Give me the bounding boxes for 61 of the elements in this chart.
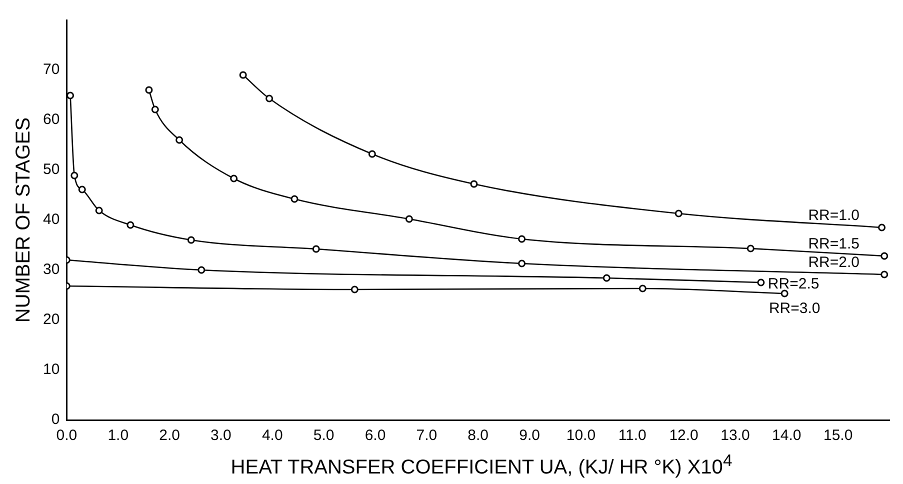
point	[70, 172, 78, 180]
x-tick-label: 4.0	[262, 427, 283, 444]
y-tick-label: 20	[42, 311, 60, 328]
x-tick-label: 8.0	[468, 427, 489, 444]
series-label: RR=1.5	[808, 236, 860, 253]
y-tick-label: 30	[42, 261, 60, 278]
point	[176, 136, 184, 144]
point	[266, 94, 274, 102]
x-tick-label: 6.0	[364, 427, 386, 444]
point	[126, 221, 134, 229]
point	[66, 92, 74, 100]
point	[368, 150, 376, 158]
point	[470, 180, 478, 188]
x-tick-label: 10.0	[566, 427, 596, 444]
point	[187, 236, 195, 244]
point	[350, 286, 358, 294]
x-tick-label: 14.0	[772, 427, 802, 444]
point	[78, 186, 86, 194]
point	[602, 274, 610, 282]
x-tick-label: 12.0	[669, 427, 698, 444]
point	[757, 278, 765, 286]
point	[674, 210, 682, 218]
point	[880, 270, 888, 278]
point	[518, 260, 526, 268]
point	[198, 266, 206, 274]
x-tick-label: 1.0	[108, 427, 129, 444]
y-tick-label: 10	[42, 361, 60, 378]
y-tick-label: 70	[42, 61, 60, 78]
point	[878, 224, 886, 232]
x-tick-label: 9.0	[519, 427, 540, 444]
point	[880, 252, 888, 260]
point	[312, 245, 320, 253]
point	[518, 235, 526, 243]
series-label: RR=2.0	[808, 254, 860, 272]
point	[746, 244, 754, 252]
point	[290, 195, 298, 203]
y-tick-label: 0	[51, 411, 60, 428]
point	[405, 215, 413, 223]
x-tick-label: 15.0	[823, 427, 853, 444]
point	[780, 290, 788, 298]
x-tick-label: 11.0	[618, 427, 646, 444]
x-axis-title: HEAT TRANSFER COEFFICIENT UA, (KJ/ HR °K) X10$^{4}$	[230, 450, 734, 481]
series-label: RR=3.0	[768, 300, 820, 318]
series-label: RR=1.0	[808, 207, 860, 224]
x-tick-label: 13.0	[720, 427, 750, 444]
x-tick-label: 2.0	[159, 427, 180, 444]
x-tick-label: 5.0	[313, 427, 334, 444]
y-tick-label: 50	[42, 161, 60, 178]
y-tick-label: 40	[42, 211, 60, 228]
point	[151, 106, 159, 114]
point	[230, 174, 238, 182]
series-label: RR=2.5	[768, 276, 820, 293]
x-tick-label: 0.0	[56, 427, 78, 444]
point	[145, 86, 153, 94]
y-tick-label: 60	[42, 111, 60, 128]
point	[638, 284, 646, 292]
point	[95, 206, 103, 214]
point	[239, 71, 247, 79]
x-tick-label: 3.0	[210, 427, 232, 444]
x-tick-label: 7.0	[416, 427, 438, 444]
y-axis-title: NUMBER OF STAGES	[12, 117, 35, 323]
